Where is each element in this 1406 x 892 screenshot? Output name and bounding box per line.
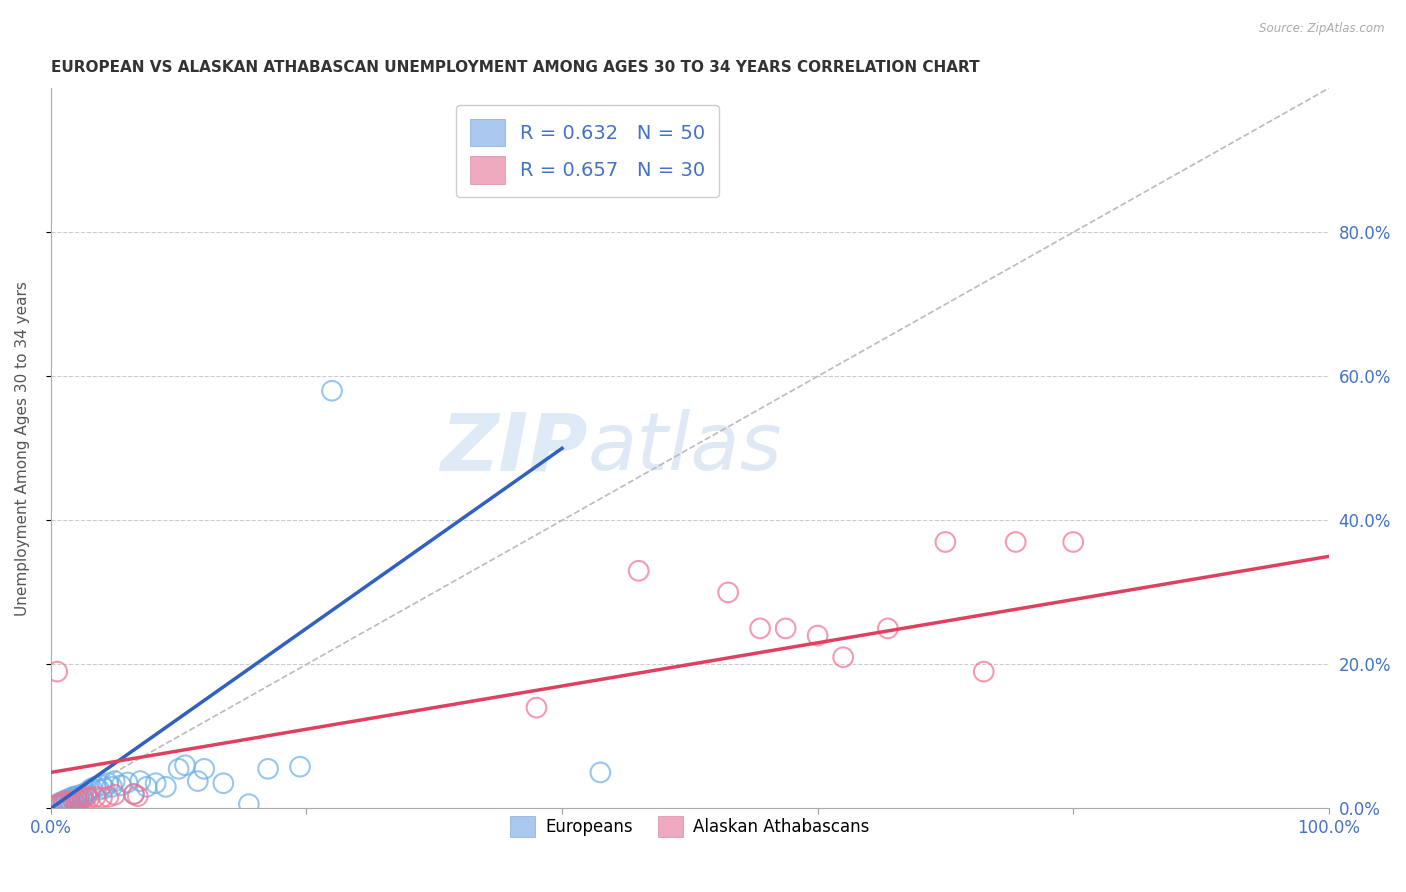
Point [155, 780, 177, 794]
Point [117, 775, 139, 789]
Point [63, 794, 86, 808]
Point [65, 793, 87, 807]
Point [97, 776, 120, 790]
Text: atlas: atlas [588, 409, 782, 487]
Point [89, 782, 111, 797]
Point [52, 794, 75, 808]
Point [76, 788, 98, 802]
Point [807, 629, 830, 643]
Point [717, 585, 740, 599]
Point [65, 792, 87, 806]
Point [934, 535, 956, 549]
Point [76, 789, 98, 804]
Point [288, 759, 311, 773]
Text: Source: ZipAtlas.com: Source: ZipAtlas.com [1260, 22, 1385, 36]
Point [55, 795, 77, 809]
Point [49, 797, 72, 811]
Point [65, 789, 87, 804]
Point [97, 789, 120, 804]
Point [589, 765, 612, 780]
Point [63, 794, 86, 808]
Point [876, 621, 898, 635]
Point [46, 665, 69, 679]
Point [321, 384, 343, 398]
Point [193, 762, 215, 776]
Point [49, 796, 72, 810]
Point [145, 776, 167, 790]
Text: EUROPEAN VS ALASKAN ATHABASCAN UNEMPLOYMENT AMONG AGES 30 TO 34 YEARS CORRELATIO: EUROPEAN VS ALASKAN ATHABASCAN UNEMPLOYM… [51, 60, 980, 75]
Point [63, 789, 86, 804]
Point [135, 780, 157, 794]
Point [58, 793, 80, 807]
Point [62, 793, 84, 807]
Point [76, 786, 98, 800]
Point [59, 794, 82, 808]
Point [77, 783, 100, 797]
Point [52, 797, 75, 812]
Point [526, 700, 548, 714]
Point [167, 762, 190, 776]
Point [104, 774, 127, 789]
Point [91, 778, 114, 792]
Point [59, 792, 82, 806]
Point [60, 790, 83, 805]
Point [973, 665, 995, 679]
Legend: Europeans, Alaskan Athabascans: Europeans, Alaskan Athabascans [503, 810, 876, 843]
Point [52, 797, 75, 811]
Point [1004, 535, 1026, 549]
Point [104, 788, 127, 802]
Point [84, 780, 107, 794]
Point [775, 621, 797, 635]
Point [72, 791, 94, 805]
Point [238, 797, 260, 811]
Point [55, 794, 77, 808]
Point [212, 776, 235, 790]
Point [122, 787, 145, 801]
Point [174, 758, 197, 772]
Point [1062, 535, 1084, 549]
Point [59, 796, 82, 810]
Point [122, 787, 145, 801]
Point [55, 793, 77, 807]
Point [77, 791, 100, 805]
Point [56, 797, 79, 811]
Point [129, 774, 152, 789]
Point [101, 780, 124, 794]
Point [832, 650, 855, 665]
Point [46, 797, 69, 812]
Point [91, 790, 114, 805]
Point [80, 781, 103, 796]
Y-axis label: Unemployment Among Ages 30 to 34 years: Unemployment Among Ages 30 to 34 years [15, 281, 30, 615]
Point [67, 790, 90, 805]
Point [72, 789, 94, 804]
Point [52, 796, 75, 810]
Point [93, 781, 115, 796]
Point [46, 797, 69, 812]
Point [67, 793, 90, 807]
Point [187, 774, 209, 789]
Point [749, 621, 772, 635]
Text: ZIP: ZIP [440, 409, 588, 487]
Point [127, 789, 149, 804]
Point [257, 762, 280, 776]
Point [110, 778, 132, 792]
Point [49, 797, 72, 811]
Point [627, 564, 650, 578]
Point [67, 789, 90, 803]
Point [72, 787, 94, 801]
Point [84, 789, 107, 804]
